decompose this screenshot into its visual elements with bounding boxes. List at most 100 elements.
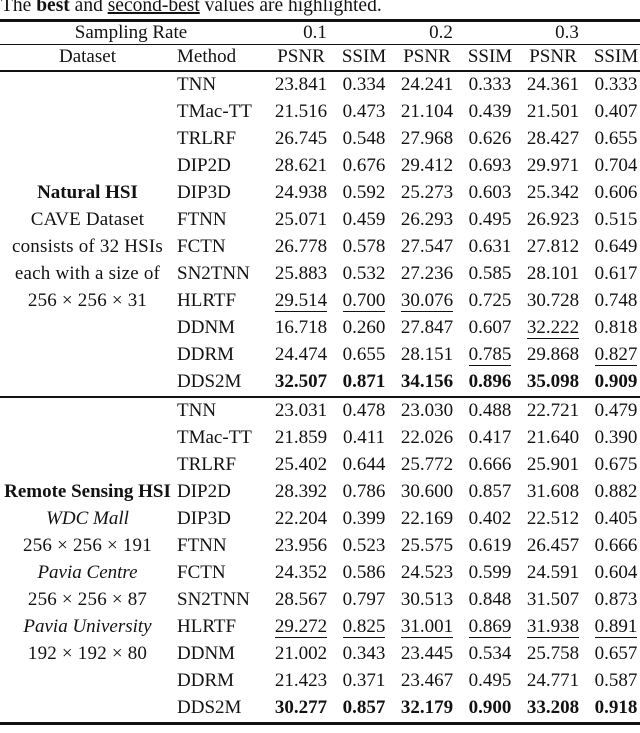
metric-cell: 23.467 (388, 668, 466, 695)
metric-value: 0.390 (594, 427, 638, 448)
metric-value: 0.607 (468, 317, 512, 338)
metric-value: 0.657 (594, 643, 638, 664)
metric-cell: 0.417 (466, 425, 514, 452)
psnr-column-header: PSNR (529, 46, 577, 68)
metric-cell: 0.873 (592, 587, 640, 614)
metric-value: 0.626 (468, 128, 512, 149)
table-row: DDNM 16.718 0.260 27.847 0.607 32.222 0.818 (0, 315, 640, 342)
metric-cell: 0.390 (592, 425, 640, 452)
metric-value: 0.371 (342, 670, 386, 691)
dataset-label-line: Natural HSI (37, 182, 138, 203)
metric-cell: 0.693 (466, 153, 514, 180)
caption-text: values are highlighted. (199, 0, 382, 16)
metric-cell: 0.617 (592, 261, 640, 288)
dataset-label-line: 192 × 192 × 80 (27, 643, 148, 664)
table-row: Natural HSI CAVE Dataset consists of 32 HS… (0, 71, 640, 311)
metric-value: 31.507 (526, 589, 580, 610)
method-cell: FCTN (177, 236, 226, 257)
metric-cell: 29.272 (262, 614, 340, 641)
metric-value: 0.534 (468, 643, 512, 664)
metric-value: 0.649 (594, 236, 638, 257)
metric-value: 24.771 (526, 670, 580, 691)
metric-cell: 26.745 (262, 126, 340, 153)
metric-value: 27.968 (400, 128, 454, 149)
metric-cell: 0.896 (466, 369, 514, 397)
metric-cell: 28.151 (388, 342, 466, 369)
metric-cell: 0.818 (592, 315, 640, 342)
metric-value: 28.151 (400, 344, 454, 365)
metric-value: 0.495 (468, 209, 512, 230)
metric-value: 0.693 (468, 155, 512, 176)
metric-cell: 24.591 (514, 560, 592, 587)
metric-cell: 31.507 (514, 587, 592, 614)
metric-cell: 0.548 (340, 126, 388, 153)
metric-cell: 25.758 (514, 641, 592, 668)
metric-cell: 29.868 (514, 342, 592, 369)
metric-cell: 24.523 (388, 560, 466, 587)
metric-value: 25.273 (400, 182, 454, 203)
method-cell: DIP2D (177, 481, 231, 502)
method-cell: DIP2D (177, 155, 231, 176)
dataset-label-line: 256 × 256 × 191 (23, 535, 152, 556)
metric-cell: 0.585 (466, 261, 514, 288)
metric-value: 0.411 (342, 427, 386, 448)
metric-value: 0.417 (468, 427, 512, 448)
metric-cell: 0.918 (592, 695, 640, 724)
second-best-value: 0.827 (594, 344, 638, 366)
remote-sensing-hsi-section: Remote Sensing HSI WDC Mall 256 × 256 × 19… (0, 397, 640, 724)
metric-value: 0.655 (594, 128, 638, 149)
table-row: TMac-TT 21.516 0.473 21.104 0.439 21.501 0.407 (0, 99, 640, 126)
method-cell: TNN (177, 400, 217, 421)
metric-cell: 29.971 (514, 153, 592, 180)
metric-cell: 0.857 (340, 695, 388, 724)
second-best-value: 30.076 (400, 290, 454, 312)
metric-cell: 0.655 (592, 126, 640, 153)
method-cell: FTNN (177, 209, 227, 230)
metric-cell: 21.423 (262, 668, 340, 695)
metric-cell: 24.241 (388, 71, 466, 99)
metric-cell: 23.956 (262, 533, 340, 560)
metric-cell: 21.002 (262, 641, 340, 668)
metric-cell: 0.534 (466, 641, 514, 668)
metric-cell: 23.031 (262, 397, 340, 425)
metric-cell: 0.607 (466, 315, 514, 342)
method-cell: DDRM (177, 670, 235, 691)
best-value: 0.896 (468, 371, 512, 392)
metric-cell: 30.277 (262, 695, 340, 724)
metric-value: 25.772 (400, 454, 454, 475)
metric-cell: 25.883 (262, 261, 340, 288)
metric-value: 31.608 (526, 481, 580, 502)
metric-value: 0.676 (342, 155, 386, 176)
second-best-value: 31.001 (400, 616, 454, 638)
best-value: 30.277 (274, 697, 328, 718)
metric-value: 23.030 (400, 400, 454, 421)
metric-value: 22.204 (274, 508, 328, 529)
metric-value: 26.923 (526, 209, 580, 230)
metric-value: 25.901 (526, 454, 580, 475)
metric-value: 16.718 (274, 317, 328, 338)
metric-cell: 21.640 (514, 425, 592, 452)
metric-value: 29.971 (526, 155, 580, 176)
dataset-label-line: 256 × 256 × 87 (27, 589, 148, 610)
metric-value: 28.427 (526, 128, 580, 149)
metric-cell: 26.457 (514, 533, 592, 560)
metric-cell: 0.603 (466, 180, 514, 207)
metric-value: 0.599 (468, 562, 512, 583)
second-best-value: 31.938 (526, 616, 580, 638)
table-row: SN2TNN 28.567 0.797 30.513 0.848 31.507 0.873 (0, 587, 640, 614)
natural-hsi-section: Natural HSI CAVE Dataset consists of 32 HS… (0, 71, 640, 397)
metric-cell: 0.644 (340, 452, 388, 479)
metric-cell: 24.771 (514, 668, 592, 695)
metric-value: 0.704 (594, 155, 638, 176)
metric-value: 21.859 (274, 427, 328, 448)
metric-cell: 23.030 (388, 397, 466, 425)
best-value: 33.208 (526, 697, 580, 718)
metric-cell: 0.676 (340, 153, 388, 180)
metric-value: 26.745 (274, 128, 328, 149)
metric-cell: 25.402 (262, 452, 340, 479)
metric-cell: 0.587 (592, 668, 640, 695)
metric-cell: 0.649 (592, 234, 640, 261)
metric-value: 0.675 (594, 454, 638, 475)
metric-value: 0.578 (342, 236, 386, 257)
method-cell: DDNM (177, 317, 236, 338)
